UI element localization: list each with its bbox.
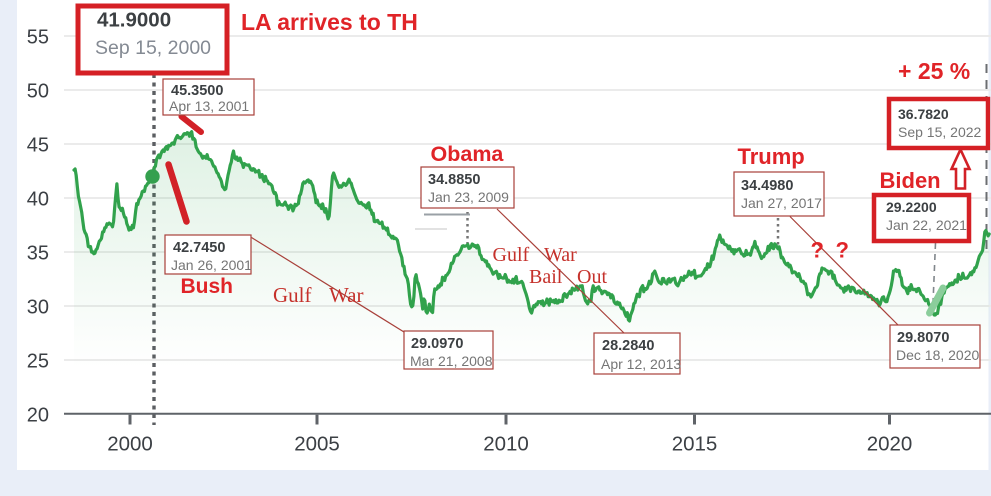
svg-text:45.3500: 45.3500 [171, 83, 223, 99]
svg-text:28.2840: 28.2840 [602, 338, 654, 354]
svg-text:Gulf: Gulf [273, 283, 312, 307]
svg-text:Apr 12, 2013: Apr 12, 2013 [601, 356, 681, 372]
svg-text:Jan 23, 2009: Jan 23, 2009 [428, 189, 509, 205]
svg-text:?: ? [836, 238, 849, 263]
svg-text:Jan 26, 2001: Jan 26, 2001 [171, 257, 252, 273]
svg-text:War: War [544, 244, 577, 266]
svg-text:41.9000: 41.9000 [97, 9, 171, 32]
svg-text:40: 40 [27, 189, 49, 211]
svg-text:Biden: Biden [880, 168, 941, 193]
svg-text:Mar 21, 2008: Mar 21, 2008 [410, 353, 493, 369]
svg-text:Jan 22, 2021: Jan 22, 2021 [886, 217, 967, 233]
svg-text:55: 55 [27, 27, 49, 49]
svg-text:Sep 15, 2000: Sep 15, 2000 [95, 37, 211, 59]
svg-text:2000: 2000 [107, 433, 153, 456]
svg-text:35: 35 [27, 243, 49, 265]
svg-text:34.8850: 34.8850 [428, 172, 480, 188]
svg-text:Sep 15, 2022: Sep 15, 2022 [898, 124, 982, 140]
svg-text:Gulf: Gulf [493, 244, 530, 266]
svg-text:Dec 18, 2020: Dec 18, 2020 [896, 347, 979, 363]
svg-text:Out: Out [577, 266, 607, 288]
svg-text:36.7820: 36.7820 [898, 106, 949, 122]
svg-text:45: 45 [27, 135, 49, 157]
svg-text:?: ? [811, 238, 824, 263]
svg-text:29.8070: 29.8070 [897, 330, 949, 346]
svg-text:2015: 2015 [672, 433, 718, 456]
svg-text:2020: 2020 [867, 433, 913, 456]
svg-text:War: War [329, 283, 363, 307]
svg-text:Jan 27, 2017: Jan 27, 2017 [741, 195, 822, 211]
svg-text:29.0970: 29.0970 [411, 336, 463, 352]
svg-text:Trump: Trump [738, 144, 805, 169]
svg-text:50: 50 [27, 81, 49, 103]
svg-text:42.7450: 42.7450 [173, 240, 225, 256]
svg-text:Bush: Bush [181, 275, 234, 298]
svg-text:Apr 13, 2001: Apr 13, 2001 [169, 98, 249, 114]
svg-text:Bail: Bail [529, 266, 563, 288]
svg-text:30: 30 [27, 297, 49, 319]
svg-text:Obama: Obama [431, 142, 505, 166]
svg-text:+ 25 %: + 25 % [898, 58, 970, 84]
svg-text:20: 20 [27, 405, 49, 427]
svg-text:LA arrives to TH: LA arrives to TH [241, 9, 418, 35]
svg-text:2005: 2005 [294, 433, 340, 456]
svg-text:34.4980: 34.4980 [741, 178, 793, 194]
svg-text:25: 25 [27, 351, 49, 373]
svg-text:2010: 2010 [483, 433, 529, 456]
svg-text:29.2200: 29.2200 [886, 199, 937, 215]
